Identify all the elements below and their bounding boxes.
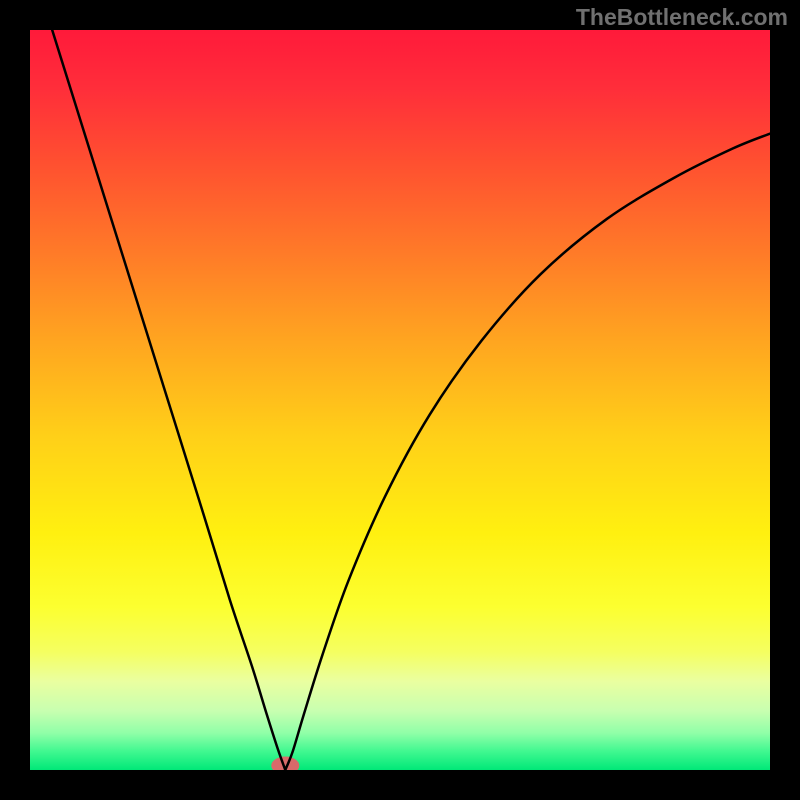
- watermark-text: TheBottleneck.com: [576, 4, 788, 31]
- plot-area: [30, 30, 770, 770]
- chart-container: TheBottleneck.com: [0, 0, 800, 800]
- chart-svg: [30, 30, 770, 770]
- gradient-background: [30, 30, 770, 770]
